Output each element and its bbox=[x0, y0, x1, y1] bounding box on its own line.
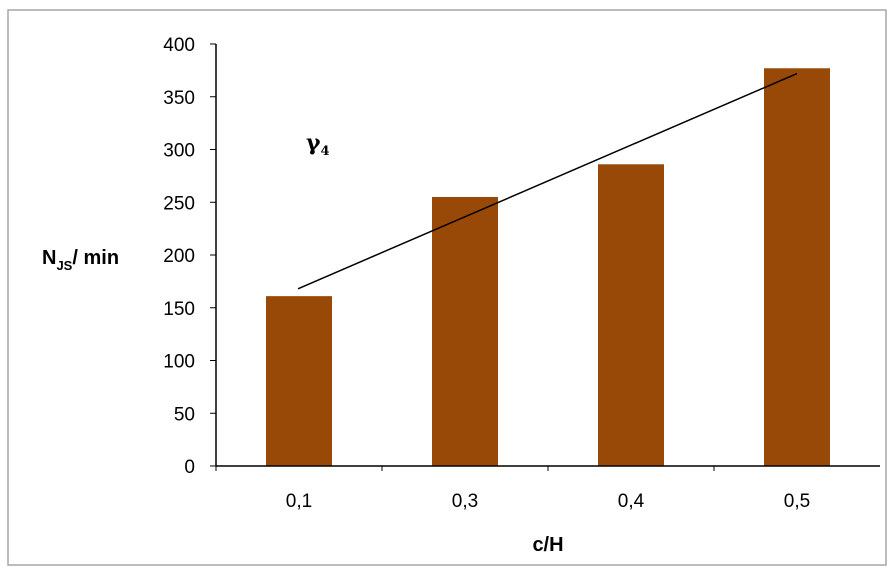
gamma-subscript: 4 bbox=[321, 144, 330, 159]
x-tick-label: 0,5 bbox=[784, 491, 810, 512]
x-ticks-layer: 0,1 0,3 0,4 0,5 bbox=[215, 466, 810, 512]
bar bbox=[266, 296, 332, 466]
bars-layer bbox=[266, 68, 830, 466]
x-tick-label: 0,3 bbox=[452, 491, 478, 512]
x-tick-label: 0,4 bbox=[618, 491, 645, 512]
y-axis-title-main: N bbox=[42, 247, 56, 269]
bar bbox=[432, 196, 498, 466]
y-tick-label: 300 bbox=[163, 141, 195, 162]
y-ticks-layer: 0 50 100 150 200 250 300 350 400 bbox=[163, 35, 216, 478]
trend-line bbox=[297, 72, 798, 290]
y-tick-label: 100 bbox=[163, 352, 195, 373]
y-tick-label: 50 bbox=[174, 404, 195, 425]
gamma-annotation: γ4 bbox=[306, 130, 330, 159]
y-tick-label: 350 bbox=[163, 88, 195, 109]
y-axis-title: NJS/ min bbox=[42, 247, 119, 273]
bar bbox=[598, 164, 664, 466]
y-tick-label: 200 bbox=[163, 246, 195, 267]
x-tick-label: 0,1 bbox=[286, 491, 312, 512]
y-axis-title-rest: / min bbox=[72, 247, 119, 269]
gamma-symbol: γ bbox=[306, 130, 321, 156]
x-axis-title: c/H bbox=[532, 534, 563, 556]
y-tick-label: 250 bbox=[163, 193, 195, 214]
y-tick-label: 400 bbox=[163, 35, 195, 56]
y-tick-label: 150 bbox=[163, 299, 195, 320]
y-axis-title-sub: JS bbox=[56, 258, 72, 273]
bar bbox=[764, 68, 830, 466]
y-tick-label: 0 bbox=[184, 457, 195, 478]
